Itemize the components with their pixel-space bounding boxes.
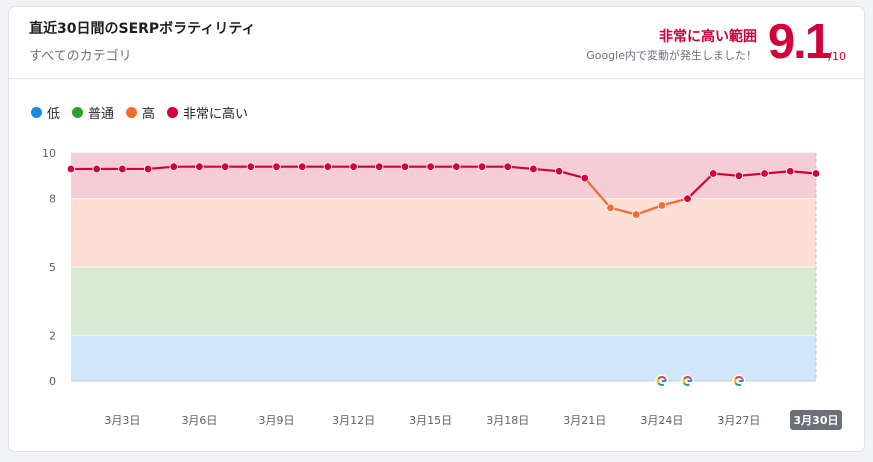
series-line-segment	[532, 167, 561, 173]
data-point	[298, 162, 307, 171]
series-line-segment	[635, 204, 663, 216]
data-point	[169, 162, 178, 171]
series-line-segment	[583, 176, 612, 209]
y-tick-label: 5	[49, 261, 56, 274]
legend-item-very-high[interactable]: 非常に高い	[167, 103, 248, 122]
x-tick-label: 3月18日	[486, 414, 529, 427]
series-line-segment	[146, 165, 175, 171]
google-update-icon	[655, 374, 669, 388]
data-point	[734, 171, 744, 180]
data-point	[477, 162, 487, 171]
x-tick-label: 3月15日	[409, 414, 452, 427]
data-point	[272, 162, 281, 171]
data-point	[529, 164, 538, 174]
x-tick-label: 3月12日	[332, 414, 375, 427]
data-point	[554, 167, 564, 176]
data-point	[709, 169, 718, 178]
series-line-segment	[506, 165, 535, 171]
legend-dot-low	[31, 106, 42, 118]
data-point	[580, 173, 589, 183]
data-point	[811, 169, 821, 178]
x-tick-label: 3月6日	[181, 414, 217, 427]
series-line-segment	[712, 172, 741, 177]
x-tick-label: 3月24日	[640, 414, 683, 427]
legend-label-low: 低	[47, 106, 61, 122]
legend-label-high: 高	[142, 106, 156, 122]
data-point	[683, 194, 692, 203]
data-point	[66, 164, 76, 174]
volatility-score-max: /10	[828, 50, 846, 63]
data-point	[760, 169, 769, 178]
x-tick-label: 3月21日	[563, 414, 606, 427]
volatility-level-label: 非常に高い範囲	[659, 29, 757, 45]
data-point	[92, 164, 101, 174]
band-normal	[71, 267, 816, 336]
card-header: 直近30日間のSERPボラティリティ すべてのカテゴリ 非常に高い範囲 Goog…	[9, 7, 864, 79]
card-title: 直近30日間のSERPボラティリティ	[29, 21, 256, 37]
series-line-segment	[558, 170, 586, 180]
data-point	[349, 162, 358, 171]
data-point	[375, 162, 384, 171]
x-tick-label: 3月9日	[259, 414, 295, 427]
legend-dot-high	[126, 106, 138, 118]
y-tick-label: 10	[42, 147, 56, 160]
series-line-segment	[789, 170, 818, 175]
x-tick-label: 3月30日	[794, 414, 839, 427]
legend-dot-very-high	[167, 106, 179, 118]
series-line-segment	[609, 206, 638, 216]
data-point	[220, 162, 230, 171]
volatility-chart: 0 2 5 8 10 3月3日 3月6日 3月9日 3月12日 3月15日 3月18日 3月21日 3月…	[42, 147, 842, 430]
data-point	[118, 164, 127, 174]
category-selector[interactable]: すべてのカテゴリ	[29, 49, 132, 64]
series-line-segment	[763, 170, 792, 175]
data-point	[323, 162, 333, 171]
data-point	[657, 201, 667, 210]
google-update-icon	[681, 374, 695, 388]
y-tick-label: 8	[49, 193, 56, 206]
x-tick-highlight	[790, 410, 842, 430]
data-point	[606, 203, 615, 212]
legend-label-normal: 普通	[88, 106, 115, 122]
series-line-segment	[686, 172, 715, 200]
x-tick-label: 3月27日	[717, 414, 760, 427]
data-point	[631, 210, 641, 219]
data-point	[400, 162, 410, 171]
legend-item-low[interactable]: 低	[31, 103, 60, 122]
series-line-segment	[737, 172, 766, 177]
google-update-icon	[732, 374, 746, 388]
volatility-score: 9.1	[767, 15, 832, 69]
band-high	[71, 198, 816, 267]
legend-dot-normal	[72, 106, 84, 118]
band-very-high	[71, 153, 816, 199]
data-point	[195, 162, 204, 171]
legend-label-very-high: 非常に高い	[183, 106, 249, 122]
data-point	[503, 162, 512, 171]
data-point	[246, 162, 256, 171]
data-point	[452, 162, 461, 171]
series-line-segment	[660, 197, 689, 207]
data-point	[426, 162, 435, 171]
volatility-card: 直近30日間のSERPボラティリティ すべてのカテゴリ 非常に高い範囲 Goog…	[8, 6, 865, 452]
y-tick-label: 2	[49, 329, 56, 342]
y-tick-label: 0	[49, 375, 56, 388]
chart-legend: 低 普通 高 非常に高い	[31, 102, 260, 122]
band-low	[71, 335, 816, 381]
data-point	[143, 164, 153, 174]
legend-item-normal[interactable]: 普通	[72, 103, 114, 122]
data-point	[786, 167, 795, 176]
legend-item-high[interactable]: 高	[126, 103, 155, 122]
volatility-note: Google内で変動が発生しました！	[586, 49, 757, 62]
x-tick-label: 3月3日	[104, 414, 140, 427]
